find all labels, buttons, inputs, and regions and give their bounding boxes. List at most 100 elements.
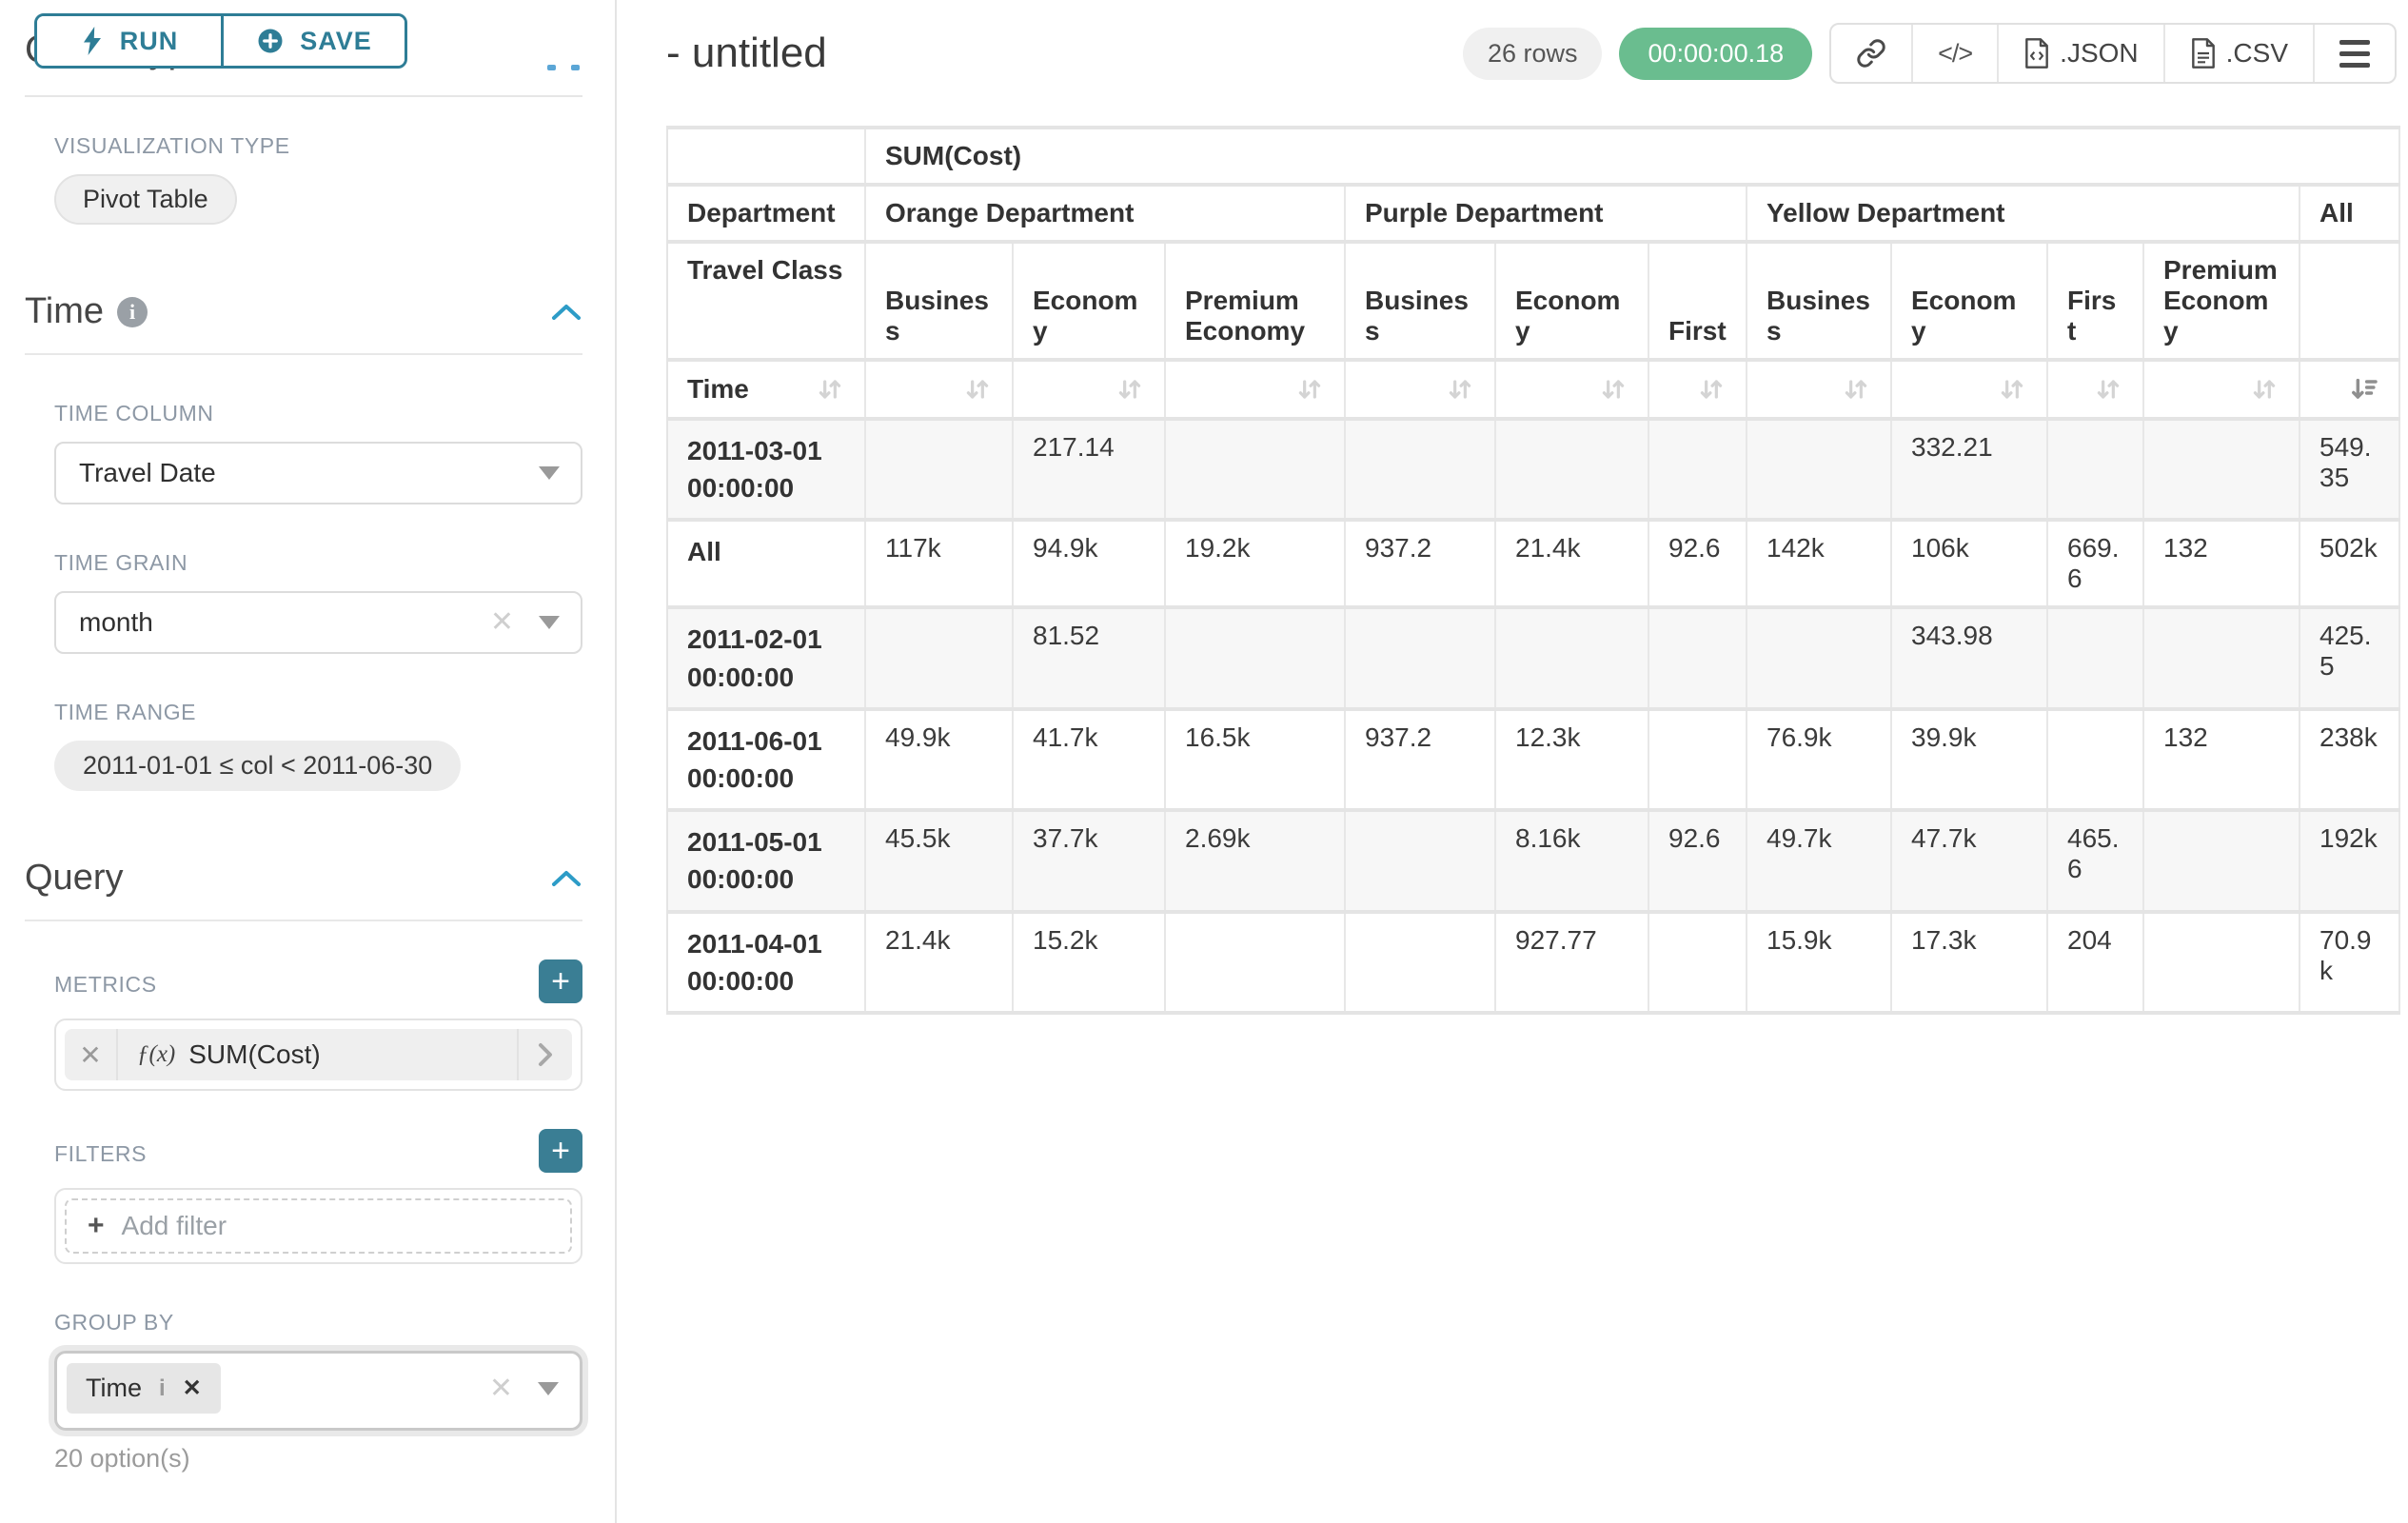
plus-circle-icon bbox=[258, 29, 283, 53]
export-json-button[interactable]: .JSON bbox=[1997, 25, 2162, 82]
caret-down-icon[interactable] bbox=[539, 466, 560, 480]
pivot-sort-header[interactable] bbox=[2047, 360, 2144, 421]
metrics-control: ✕ ƒ(x) SUM(Cost) bbox=[54, 1019, 582, 1091]
sort-icon[interactable] bbox=[1841, 374, 1871, 405]
group-by-select[interactable]: Time i ✕ ✕ bbox=[54, 1351, 582, 1431]
time-column-select[interactable]: Travel Date bbox=[54, 442, 582, 504]
export-csv-button[interactable]: .CSV bbox=[2162, 25, 2313, 82]
sort-icon[interactable] bbox=[2093, 374, 2123, 405]
sort-icon[interactable] bbox=[1445, 374, 1475, 405]
pivot-cell: 937.2 bbox=[1345, 520, 1496, 610]
pivot-group-header: Yellow Department bbox=[1747, 185, 2300, 244]
time-grain-value: month bbox=[79, 607, 153, 637]
chevron-up-icon[interactable] bbox=[550, 868, 582, 889]
pivot-cell: 37.7k bbox=[1013, 810, 1166, 914]
caret-down-icon[interactable] bbox=[538, 1382, 559, 1395]
save-button[interactable]: SAVE bbox=[221, 16, 405, 66]
pivot-cell: 425.5 bbox=[2299, 607, 2401, 711]
pivot-sort-header[interactable] bbox=[1747, 360, 1892, 421]
visualization-type-pill[interactable]: Pivot Table bbox=[54, 174, 237, 225]
time-column-value: Travel Date bbox=[79, 458, 216, 487]
time-range-pill[interactable]: 2011-01-01 ≤ col < 2011-06-30 bbox=[54, 741, 462, 791]
time-grain-label: TIME GRAIN bbox=[54, 550, 188, 575]
time-grain-select[interactable]: month ✕ bbox=[54, 591, 582, 654]
pivot-class-header: Premium Economy bbox=[2143, 242, 2300, 362]
sort-icon[interactable] bbox=[1696, 374, 1727, 405]
pivot-data-row: 2011-05-01 00:00:00 45.5k 37.7k 2.69k 8.16k 9… bbox=[667, 810, 2401, 914]
pivot-cell: 332.21 bbox=[1891, 419, 2048, 523]
sort-icon[interactable] bbox=[815, 374, 845, 405]
metric-pill[interactable]: ✕ ƒ(x) SUM(Cost) bbox=[65, 1029, 572, 1080]
control-panel: Chart Type RUN SAVE VISUALIZATION TYPE P… bbox=[0, 0, 617, 1523]
add-filter-plus-button[interactable]: + bbox=[539, 1129, 582, 1173]
group-by-tag[interactable]: Time i ✕ bbox=[67, 1363, 221, 1414]
pivot-class-header: Business bbox=[1345, 242, 1496, 362]
sort-icon[interactable] bbox=[1997, 374, 2027, 405]
sort-icon[interactable] bbox=[2249, 374, 2280, 405]
run-button[interactable]: RUN bbox=[37, 16, 221, 66]
pivot-cell: 927.77 bbox=[1495, 911, 1649, 1015]
sort-descending-icon[interactable] bbox=[2349, 374, 2379, 405]
chart-panel: - untitled 26 rows 00:00:00.18 </> .JSON… bbox=[617, 0, 2408, 1523]
pivot-cell: 19.2k bbox=[1165, 520, 1346, 610]
add-filter-button[interactable]: + Add filter bbox=[65, 1198, 572, 1254]
pivot-cell bbox=[1165, 607, 1346, 711]
pivot-cell: 94.9k bbox=[1013, 520, 1166, 610]
sort-icon[interactable] bbox=[1115, 374, 1145, 405]
pivot-cell: 192k bbox=[2299, 810, 2401, 914]
pivot-cell: 204 bbox=[2047, 911, 2144, 1015]
pivot-cell bbox=[1495, 419, 1649, 523]
pivot-sort-header[interactable] bbox=[865, 360, 1014, 421]
sort-icon[interactable] bbox=[1598, 374, 1628, 405]
pivot-cell: 49.9k bbox=[865, 708, 1014, 813]
pivot-sort-header[interactable] bbox=[1013, 360, 1166, 421]
pivot-coldim-label: Department bbox=[667, 185, 866, 244]
remove-metric-icon[interactable]: ✕ bbox=[65, 1029, 118, 1080]
pivot-cell bbox=[865, 607, 1014, 711]
pivot-group-header: Orange Department bbox=[865, 185, 1346, 244]
pivot-sort-header[interactable] bbox=[1165, 360, 1346, 421]
pivot-sort-header[interactable] bbox=[2299, 360, 2401, 421]
clear-icon[interactable]: ✕ bbox=[488, 1373, 513, 1404]
pivot-rowdim-header[interactable]: Time bbox=[667, 360, 866, 421]
pivot-cell: 17.3k bbox=[1891, 911, 2048, 1015]
pivot-class-header: First bbox=[2047, 242, 2144, 362]
clear-icon[interactable]: ✕ bbox=[489, 606, 514, 638]
pivot-cell bbox=[1648, 607, 1747, 711]
pivot-sort-header[interactable] bbox=[1345, 360, 1496, 421]
pivot-class-header: Premium Economy bbox=[1165, 242, 1346, 362]
pivot-cell: 41.7k bbox=[1013, 708, 1166, 813]
remove-tag-icon[interactable]: ✕ bbox=[182, 1375, 202, 1401]
visualization-type-label: VISUALIZATION TYPE bbox=[54, 133, 290, 158]
pivot-corner-cell bbox=[667, 128, 866, 187]
sort-icon[interactable] bbox=[1294, 374, 1325, 405]
query-section-header: Query bbox=[25, 858, 582, 921]
pivot-cell: 12.3k bbox=[1495, 708, 1649, 813]
pivot-cell bbox=[1165, 911, 1346, 1015]
add-metric-button[interactable]: + bbox=[539, 959, 582, 1003]
chevron-right-icon[interactable] bbox=[517, 1029, 572, 1080]
embed-code-button[interactable]: </> bbox=[1911, 25, 1997, 82]
export-button-group: </> .JSON .CSV bbox=[1829, 23, 2397, 84]
time-section-header: Time i bbox=[25, 291, 582, 355]
pivot-sort-header[interactable] bbox=[2143, 360, 2300, 421]
run-save-button-group: RUN SAVE bbox=[34, 13, 407, 69]
copy-link-button[interactable] bbox=[1831, 25, 1911, 82]
sort-icon[interactable] bbox=[962, 374, 993, 405]
row-count-badge: 26 rows bbox=[1462, 27, 1603, 80]
more-options-button[interactable] bbox=[2313, 25, 2395, 82]
pivot-class-header: Economy bbox=[1013, 242, 1166, 362]
divider bbox=[25, 95, 582, 97]
chevron-up-icon[interactable] bbox=[550, 302, 582, 323]
pivot-class-header: Economy bbox=[1495, 242, 1649, 362]
pivot-group-header: All bbox=[2299, 185, 2401, 244]
pivot-sort-header[interactable] bbox=[1648, 360, 1747, 421]
caret-down-icon[interactable] bbox=[539, 616, 560, 629]
pivot-table: SUM(Cost) Department Orange Department Purp… bbox=[666, 126, 2401, 1015]
pivot-sort-header[interactable] bbox=[1891, 360, 2048, 421]
pivot-sort-header[interactable] bbox=[1495, 360, 1649, 421]
query-section-title: Query bbox=[25, 858, 124, 898]
pivot-cell: 21.4k bbox=[1495, 520, 1649, 610]
filters-label: FILTERS bbox=[54, 1141, 148, 1166]
pivot-cell: 45.5k bbox=[865, 810, 1014, 914]
